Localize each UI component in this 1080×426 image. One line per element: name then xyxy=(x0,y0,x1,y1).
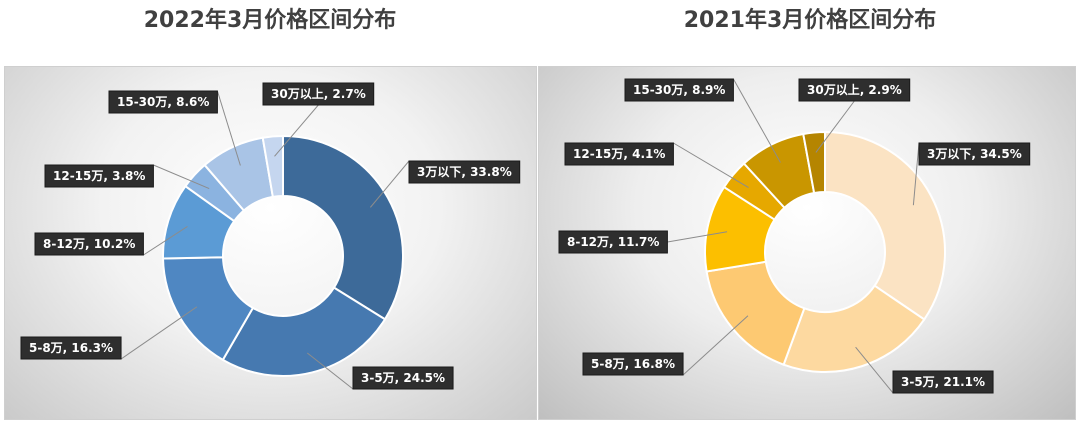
donut-segment-2022-0 xyxy=(282,134,404,321)
data-label-box-2022-1 xyxy=(352,366,454,390)
data-label-box-2021-0 xyxy=(918,142,1031,166)
leader-line-2022-1 xyxy=(306,352,354,390)
data-label-2021-4: 12-15万, 4.1% xyxy=(573,147,665,161)
data-label-2021-3: 8-12万, 11.7% xyxy=(567,235,659,249)
leader-line-2022-3 xyxy=(143,225,188,256)
leader-line-2022-6 xyxy=(274,104,319,157)
donut-chart-2021: 3万以下, 34.5% 3-5万, 21.1% 5-8万, 16.8% 8-12万, … xyxy=(558,78,1031,394)
leader-line-2021-6 xyxy=(815,100,855,153)
data-label-box-2021-4 xyxy=(564,142,674,166)
leader-line-2022-2 xyxy=(120,306,198,360)
data-label-box-2021-1 xyxy=(892,370,994,394)
donut-segment-2021-2 xyxy=(705,260,806,366)
data-label-2021-5: 15-30万, 8.9% xyxy=(633,83,725,97)
data-label-2022-5: 15-30万, 8.6% xyxy=(117,95,209,109)
data-label-2022-1: 3-5万, 24.5% xyxy=(361,371,445,385)
donut-segment-2022-6 xyxy=(261,134,284,199)
data-label-2021-6: 30万以上, 2.9% xyxy=(807,82,902,97)
data-label-2022-2: 5-8万, 16.3% xyxy=(29,341,113,355)
donut-segment-2022-1 xyxy=(221,286,387,377)
data-label-box-2021-3 xyxy=(558,230,668,254)
data-label-box-2021-2 xyxy=(582,352,684,376)
data-label-2021-1: 3-5万, 21.1% xyxy=(901,375,985,389)
chart-panel-2022: 3万以下, 33.8% 3-5万, 24.5% 5-8万, 16.3% 8-12万, … xyxy=(4,66,537,420)
data-label-box-2022-3 xyxy=(34,232,144,256)
donut-segment-2021-0 xyxy=(824,130,946,321)
leader-line-2022-4 xyxy=(153,164,210,189)
data-label-box-2022-4 xyxy=(44,164,154,188)
data-label-box-2022-6 xyxy=(262,82,375,106)
chart-title-2022: 2022年3月价格区间分布 xyxy=(143,8,397,33)
leader-line-2021-1 xyxy=(855,346,894,394)
leader-line-2021-3 xyxy=(667,231,728,243)
leader-line-2022-5 xyxy=(216,90,241,166)
leader-line-2021-2 xyxy=(682,315,749,376)
data-label-2022-4: 12-15万, 3.8% xyxy=(53,169,145,183)
data-label-2021-2: 5-8万, 16.8% xyxy=(591,357,675,371)
data-label-box-2022-2 xyxy=(20,336,122,360)
leader-line-2021-4 xyxy=(673,142,749,188)
donut-chart-2022: 3万以下, 33.8% 3-5万, 24.5% 5-8万, 16.3% 8-12万, … xyxy=(20,82,521,390)
data-label-box-2022-0 xyxy=(408,160,521,184)
leader-line-2022-0 xyxy=(369,160,410,208)
data-label-2022-0: 3万以下, 33.8% xyxy=(417,165,512,179)
data-label-box-2021-5 xyxy=(624,78,734,102)
leader-line-2021-5 xyxy=(732,78,781,163)
data-label-2022-3: 8-12万, 10.2% xyxy=(43,237,135,251)
leader-line-2021-0 xyxy=(912,142,920,206)
data-label-2021-0: 3万以下, 34.5% xyxy=(927,147,1022,161)
data-label-box-2022-5 xyxy=(108,90,218,114)
data-label-2022-6: 30万以上, 2.7% xyxy=(271,86,366,101)
chart-title-2021: 2021年3月价格区间分布 xyxy=(683,8,937,33)
data-label-box-2021-6 xyxy=(798,78,911,102)
donut-segment-2021-1 xyxy=(782,284,926,373)
chart-panel-2021: 3万以下, 34.5% 3-5万, 21.1% 5-8万, 16.8% 8-12万, … xyxy=(538,66,1076,420)
